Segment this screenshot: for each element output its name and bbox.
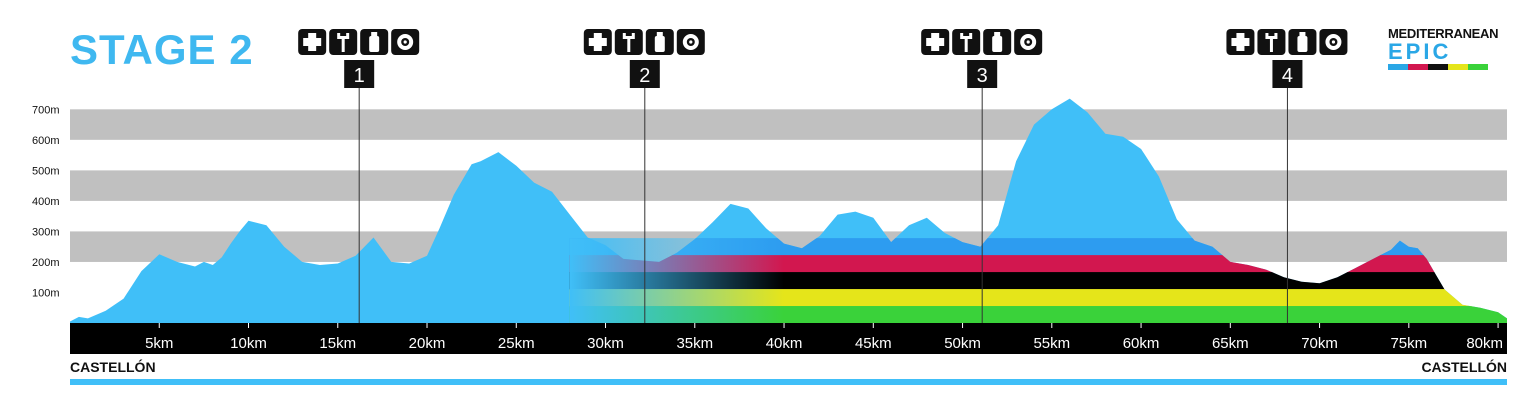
checkpoint-number: 3 bbox=[977, 65, 988, 87]
wrench-icon bbox=[329, 29, 358, 55]
x-tick-label: 55km bbox=[1033, 335, 1070, 352]
bottle-icon bbox=[645, 29, 674, 55]
wrench-icon bbox=[1257, 29, 1286, 55]
wrench-icon bbox=[614, 29, 643, 55]
x-axis-labels: 5km 10km 15km 20km 25km 30km 35km 40km 45km 50km 5… bbox=[145, 323, 1503, 352]
x-tick-label: 65km bbox=[1212, 335, 1249, 352]
wheel-icon bbox=[1014, 29, 1043, 55]
bottle-icon bbox=[1288, 29, 1317, 55]
medical-cross-icon bbox=[583, 29, 612, 55]
rainbow-stripe bbox=[569, 306, 1507, 323]
y-tick-label: 200m bbox=[32, 257, 60, 269]
x-tick-label: 50km bbox=[944, 335, 981, 352]
y-axis-labels: 100m 200m 300m 400m 500m 600m 700m bbox=[32, 104, 60, 299]
checkpoint-box bbox=[967, 60, 998, 88]
bottle-icon bbox=[360, 29, 389, 55]
x-tick-label: 10km bbox=[230, 335, 267, 352]
checkpoint-1: 1 bbox=[298, 29, 420, 323]
y-tick-label: 600m bbox=[32, 135, 60, 147]
checkpoint-number: 4 bbox=[1282, 65, 1293, 87]
wheel-icon bbox=[391, 29, 420, 55]
checkpoint-number: 2 bbox=[639, 65, 650, 87]
bottle-icon bbox=[983, 29, 1012, 55]
grey-band bbox=[70, 109, 1507, 140]
checkpoint-box bbox=[1272, 60, 1303, 88]
checkpoint-box bbox=[629, 60, 660, 88]
checkpoint-2: 2 bbox=[583, 29, 705, 323]
medical-cross-icon bbox=[298, 29, 327, 55]
wrench-icon bbox=[952, 29, 981, 55]
wheel-icon bbox=[1319, 29, 1348, 55]
checkpoint-box bbox=[344, 60, 375, 88]
x-tick-label: 60km bbox=[1123, 335, 1160, 352]
footer-line bbox=[70, 379, 1507, 385]
rainbow-stripe bbox=[569, 272, 1507, 290]
elevation-bands bbox=[70, 109, 1507, 262]
x-tick-label: 30km bbox=[587, 335, 624, 352]
y-tick-label: 400m bbox=[32, 196, 60, 208]
x-tick-label: 35km bbox=[676, 335, 713, 352]
wheel-icon bbox=[676, 29, 705, 55]
medical-cross-icon bbox=[1226, 29, 1255, 55]
logo-stripes bbox=[1388, 64, 1488, 70]
mediterranean-epic-logo: MEDITERRANEAN EPIC bbox=[1388, 26, 1508, 74]
x-tick-label: 20km bbox=[409, 335, 446, 352]
x-tick-label: 5km bbox=[145, 335, 173, 352]
rainbow-stripe bbox=[569, 289, 1507, 307]
grey-band bbox=[70, 170, 1507, 201]
x-tick-label: 45km bbox=[855, 335, 892, 352]
x-tick-label: 15km bbox=[319, 335, 356, 352]
rainbow-fade-overlay bbox=[569, 238, 785, 323]
logo-top-text: MEDITERRANEAN bbox=[1388, 26, 1499, 41]
logo-bottom-text: EPIC bbox=[1388, 39, 1452, 64]
x-tick-label: 40km bbox=[766, 335, 803, 352]
x-tick-label: 25km bbox=[498, 335, 535, 352]
x-tick-label: 75km bbox=[1390, 335, 1427, 352]
y-tick-label: 100m bbox=[32, 287, 60, 299]
x-tick-label: 80km bbox=[1466, 335, 1503, 352]
checkpoint-number: 1 bbox=[354, 65, 365, 87]
x-tick-label: 70km bbox=[1301, 335, 1338, 352]
stage-title: STAGE 2 bbox=[70, 26, 254, 73]
y-tick-label: 300m bbox=[32, 226, 60, 238]
end-label: CASTELLÓN bbox=[1421, 358, 1507, 375]
checkpoint-3: 3 bbox=[921, 29, 1043, 323]
x-axis-bar bbox=[70, 323, 1507, 354]
medical-cross-icon bbox=[921, 29, 950, 55]
checkpoint-4: 4 bbox=[1226, 29, 1348, 323]
y-tick-label: 700m bbox=[32, 104, 60, 116]
checkpoints: 1 2 3 4 bbox=[298, 29, 1348, 323]
start-label: CASTELLÓN bbox=[70, 358, 156, 375]
y-tick-label: 500m bbox=[32, 165, 60, 177]
